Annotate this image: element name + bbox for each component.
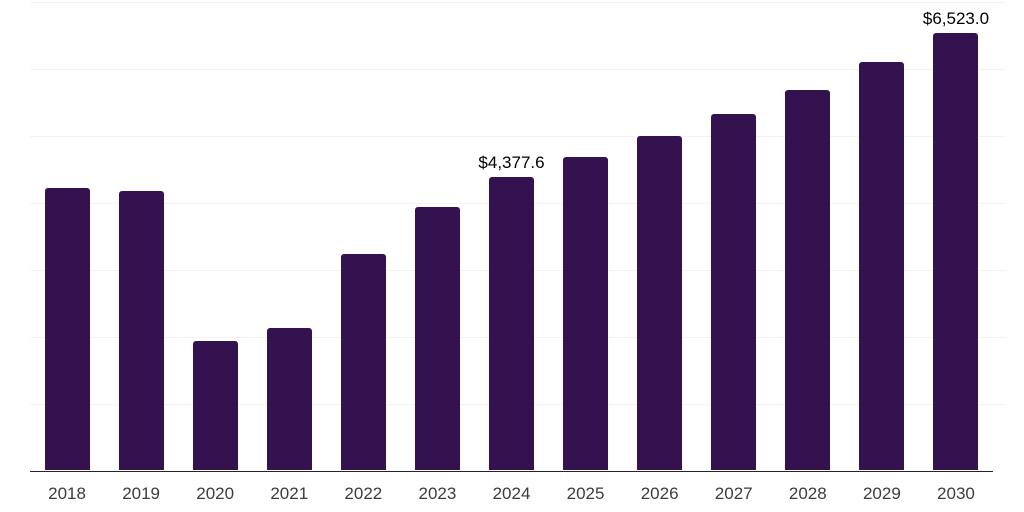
bar-2024[interactable] [489,177,534,471]
bar-2021[interactable] [266,327,312,471]
x-tick-2026: 2026 [640,484,679,503]
bar-2023[interactable] [414,207,460,471]
x-tick-2019: 2019 [122,484,161,503]
x-tick-2023: 2023 [418,484,457,503]
bar-2029[interactable] [859,62,905,471]
x-tick-2027: 2027 [714,484,753,503]
bar-2019[interactable] [118,191,164,471]
x-tick-2021: 2021 [270,484,309,503]
bar-2020[interactable] [192,340,238,471]
x-tick-2030: 2030 [937,484,975,503]
bar-2030[interactable] [933,33,979,471]
bar-2026[interactable] [637,136,683,471]
x-tick-2022: 2022 [344,484,383,503]
bar-2025[interactable] [563,157,609,471]
bar-2022[interactable] [340,254,386,471]
x-tick-2018: 2018 [48,484,86,503]
gridline-7000 [30,1,1005,3]
bar-2028[interactable] [785,89,831,471]
x-tick-2025: 2025 [566,484,605,503]
data-label-2024: $4,377.6 [478,153,545,173]
bar-2027[interactable] [711,114,757,471]
bar-2018[interactable] [44,188,90,471]
x-tick-2029: 2029 [862,484,901,503]
x-tick-2024: 2024 [492,484,531,503]
x-tick-2020: 2020 [196,484,235,503]
data-label-2030: $6,523.0 [922,9,990,29]
x-axis-line [30,470,993,472]
x-tick-2028: 2028 [788,484,827,503]
